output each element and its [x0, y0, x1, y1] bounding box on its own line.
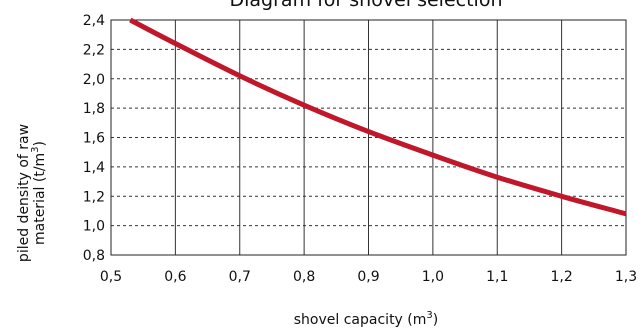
series-line	[129, 17, 627, 217]
y-tick-label: 2,0	[83, 72, 105, 88]
y-tick-label: 0,8	[83, 248, 105, 264]
x-tick-label: 0,9	[357, 269, 379, 285]
x-tick-label: 0,8	[293, 269, 315, 285]
y-tick-label: 1,6	[83, 131, 105, 147]
x-tick-labels: 0,5 0,6 0,7 0,8 0,9 1,0 1,1 1,2 1,3	[100, 269, 637, 285]
y-tick-label: 1,4	[83, 160, 105, 176]
x-axis-label: shovel capacity (m3)	[294, 310, 438, 328]
y-axis-label-line2: material (t/m3)	[30, 141, 48, 245]
series-lines	[129, 17, 627, 217]
y-tick-label: 1,2	[83, 189, 105, 205]
y-tick-labels: 0,8 1,0 1,2 1,4 1,6 1,8 2,0 2,2 2,4	[83, 13, 105, 264]
x-tick-label: 1,1	[486, 269, 508, 285]
y-tick-label: 2,2	[83, 42, 105, 58]
plot-frame	[110, 19, 627, 256]
x-tick-label: 1,0	[422, 269, 444, 285]
x-tick-label: 0,6	[164, 269, 186, 285]
y-tick-label: 1,8	[83, 101, 105, 117]
y-tick-label: 2,4	[83, 13, 105, 29]
y-axis-label-line1: piled density of raw	[16, 124, 32, 262]
x-tick-label: 0,5	[100, 269, 122, 285]
x-tick-label: 0,7	[229, 269, 251, 285]
grid-lines	[111, 20, 626, 255]
y-tick-label: 1,0	[83, 219, 105, 235]
x-tick-label: 1,2	[550, 269, 572, 285]
x-tick-label: 1,3	[615, 269, 637, 285]
chart-title: Diagram for shovel selection	[230, 0, 503, 11]
